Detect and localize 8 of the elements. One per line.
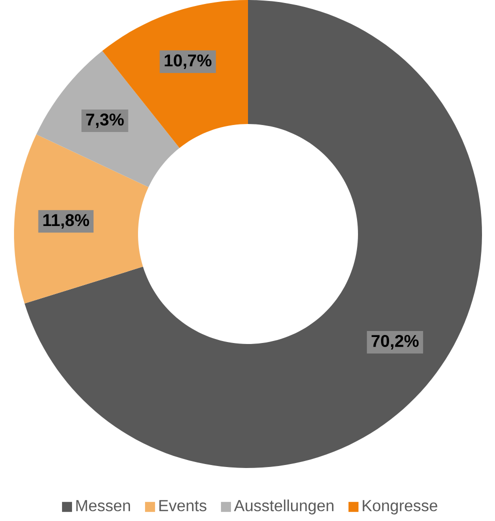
legend-label: Events [159, 500, 206, 512]
data-label: 7,3% [86, 114, 124, 128]
legend-label: Ausstellungen [234, 500, 334, 514]
data-label: 70,2% [372, 334, 419, 350]
legend-label: Messen [76, 500, 130, 512]
data-label: 11,8% [43, 214, 90, 229]
legend-label: Kongresse [362, 500, 438, 514]
data-label: 10,7% [164, 54, 212, 69]
